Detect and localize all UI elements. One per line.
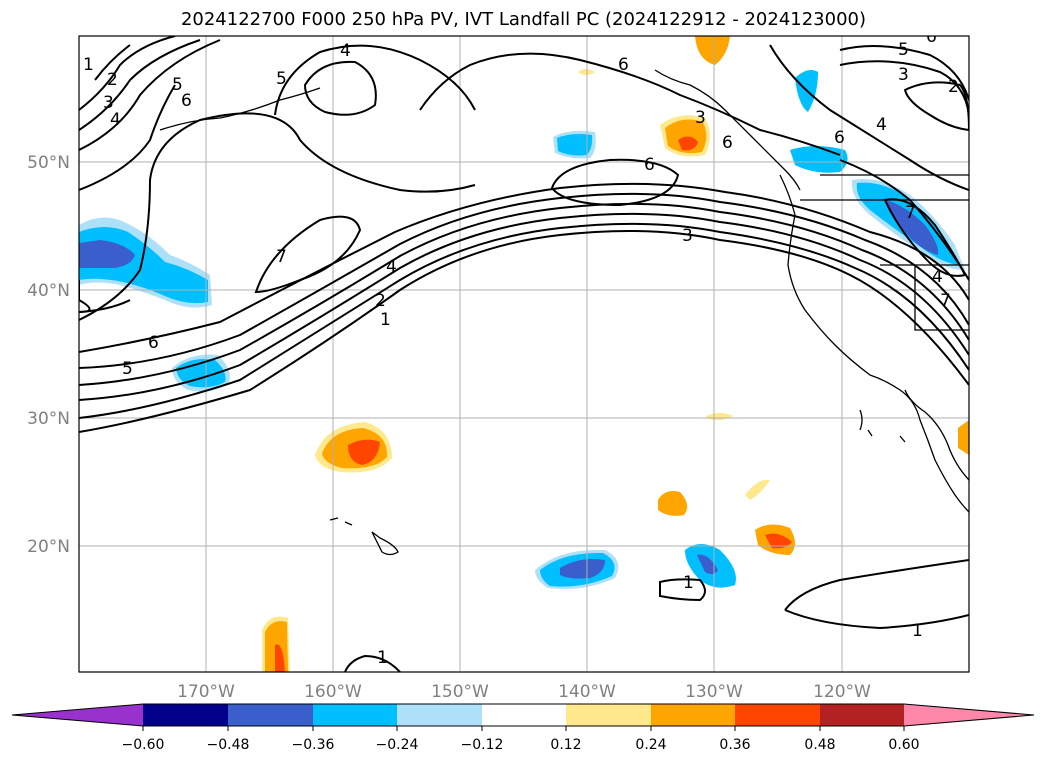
contour-label: 5 <box>122 359 133 379</box>
contour-label: 7 <box>940 291 951 311</box>
contour-label: 6 <box>644 155 655 175</box>
lat-labels: 50°N 40°N 30°N 20°N <box>27 153 70 557</box>
contour-label: 6 <box>926 27 937 47</box>
contour-label: 6 <box>181 91 192 111</box>
colorbar-tick: −0.12 <box>461 737 504 753</box>
colorbar-bin <box>482 704 566 726</box>
contour-label: 3 <box>695 108 706 128</box>
lat-label-30n: 30°N <box>27 409 70 429</box>
colorbar-bin <box>820 704 904 726</box>
colorbar-min-extend <box>12 704 143 726</box>
contour-label: 5 <box>898 40 909 60</box>
lat-label-40n: 40°N <box>27 281 70 301</box>
contour-labels: 1 2 3 4 5 6 4 5 6 6 6 3 6 6 5 4 3 2 7 4 … <box>83 27 959 668</box>
contour-label: 5 <box>276 69 287 89</box>
contour-label: 4 <box>386 257 397 277</box>
contour-label: 1 <box>683 573 694 593</box>
contour-label: 4 <box>340 41 351 61</box>
lat-label-20n: 20°N <box>27 537 70 557</box>
contour-label: 1 <box>912 621 923 641</box>
colorbar-bin <box>143 704 228 726</box>
map-frame <box>78 35 970 673</box>
colorbar-bin <box>397 704 482 726</box>
contour-label: 2 <box>107 70 118 90</box>
contour-label: 6 <box>148 333 159 353</box>
contour-label: 6 <box>722 133 733 153</box>
contour-label: 3 <box>898 65 909 85</box>
colorbar-tick: 0.48 <box>804 737 835 753</box>
contour-label: 1 <box>83 55 94 75</box>
colorbar-tick: −0.36 <box>292 737 335 753</box>
contour-label: 7 <box>276 247 287 267</box>
contour-label: 4 <box>932 267 943 287</box>
contour-label: 4 <box>876 115 887 135</box>
pv-contours <box>79 36 969 672</box>
contour-label: 3 <box>682 226 693 246</box>
contour-label: 7 <box>905 203 916 223</box>
lon-label-160w: 160°W <box>304 682 362 702</box>
colorbar-bin <box>651 704 735 726</box>
lon-label-140w: 140°W <box>558 682 616 702</box>
colorbar-tick: 0.60 <box>888 737 919 753</box>
contour-label: 1 <box>380 310 391 330</box>
contour-label: 3 <box>103 93 114 113</box>
colorbar-tick: 0.24 <box>635 737 666 753</box>
colorbar: −0.60 −0.48 −0.36 −0.24 −0.12 0.12 0.24 … <box>11 703 1035 753</box>
colorbar-bin <box>735 704 820 726</box>
lat-label-50n: 50°N <box>27 153 70 173</box>
colorbar-tick: −0.24 <box>376 737 419 753</box>
pv-shading <box>79 36 969 672</box>
colorbar-bin <box>313 704 397 726</box>
contour-label: 2 <box>375 291 386 311</box>
contour-label: 2 <box>948 77 959 97</box>
colorbar-bin <box>566 704 651 726</box>
lon-labels: 170°W 160°W 150°W 140°W 130°W 120°W <box>177 682 871 702</box>
colorbar-tick: 0.36 <box>719 737 750 753</box>
contour-label: 4 <box>110 110 121 130</box>
contour-label: 5 <box>172 75 183 95</box>
contour-label: 1 <box>377 648 388 668</box>
colorbar-tick: −0.60 <box>122 737 165 753</box>
graticule <box>79 36 969 672</box>
map-title: 2024122700 F000 250 hPa PV, IVT Landfall… <box>180 9 867 30</box>
lon-label-170w: 170°W <box>177 682 235 702</box>
contour-label: 6 <box>618 55 629 75</box>
lon-label-120w: 120°W <box>813 682 871 702</box>
colorbar-bin <box>228 704 313 726</box>
contour-label: 6 <box>834 128 845 148</box>
lon-label-150w: 150°W <box>431 682 489 702</box>
lon-label-130w: 130°W <box>685 682 743 702</box>
colorbar-tick: 0.12 <box>550 737 581 753</box>
colorbar-max-extend <box>904 704 1034 726</box>
colorbar-tick: −0.48 <box>207 737 250 753</box>
